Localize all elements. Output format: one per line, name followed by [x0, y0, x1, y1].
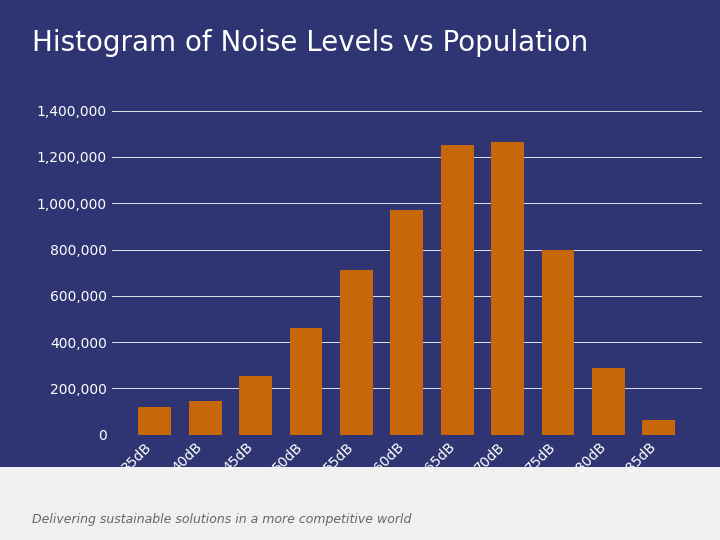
Bar — [592, 368, 625, 435]
Bar — [340, 271, 373, 435]
Bar — [491, 142, 524, 435]
Bar — [390, 210, 423, 435]
Bar — [289, 328, 323, 435]
Bar — [189, 401, 222, 435]
Text: Delivering sustainable solutions in a more competitive world: Delivering sustainable solutions in a mo… — [32, 514, 412, 526]
Text: Histogram of Noise Levels vs Population: Histogram of Noise Levels vs Population — [32, 29, 589, 57]
Bar — [642, 420, 675, 435]
Bar — [541, 249, 575, 435]
Bar — [138, 407, 171, 435]
Bar — [239, 376, 272, 435]
Bar — [441, 145, 474, 435]
